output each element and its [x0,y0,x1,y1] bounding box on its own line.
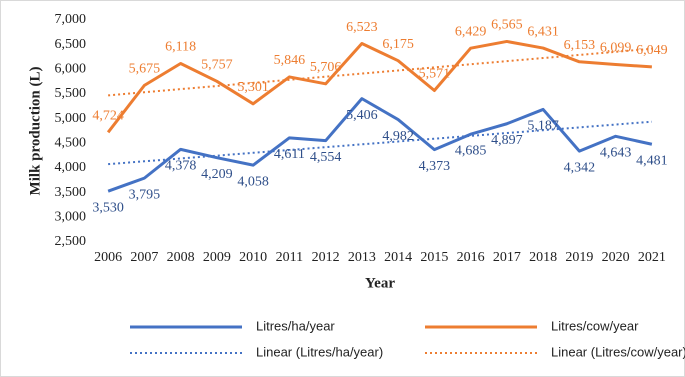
y-tick-label: 5,000 [55,111,87,126]
y-tick-label: 2,500 [55,234,87,249]
series-line [107,97,653,193]
data-label: 5,301 [237,80,269,95]
x-tick-label: 2019 [565,250,593,265]
data-label: 3,530 [92,200,124,215]
y-tick-label: 6,500 [55,37,87,52]
data-label: 4,481 [636,153,668,168]
y-tick-label: 4,000 [55,160,87,175]
data-label: 3,795 [129,187,161,202]
data-label: 5,757 [201,58,233,73]
data-label: 4,378 [165,159,197,174]
x-tick-label: 2013 [348,250,376,265]
x-tick-label: 2008 [167,250,195,265]
data-label: 6,099 [600,41,632,56]
data-label: 5,406 [346,108,378,123]
data-label: 4,611 [274,147,305,162]
legend-label: Linear (Litres/ha/year) [256,344,383,359]
data-label: 6,153 [564,38,596,53]
x-tick-label: 2014 [384,250,412,265]
y-tick-label: 4,500 [55,136,87,151]
data-label: 5,187 [527,119,559,134]
y-tick-label: 6,000 [55,62,87,77]
data-label: 4,373 [419,159,451,174]
x-tick-label: 2021 [638,250,666,265]
data-label: 4,209 [201,167,233,182]
legend-label: Linear (Litres/cow/year) [551,344,685,359]
data-label: 6,429 [455,24,487,39]
data-label: 6,175 [382,37,414,52]
data-label: 4,554 [310,150,342,165]
y-tick-label: 7,000 [55,12,87,27]
data-label: 5,706 [310,60,342,75]
data-label: 6,049 [636,43,668,58]
x-tick-label: 2012 [312,250,340,265]
legend-label: Litres/ha/year [256,318,335,333]
data-label: 6,565 [491,18,523,33]
y-tick-label: 3,500 [55,185,87,200]
data-label: 4,982 [382,129,414,144]
x-tick-label: 2020 [602,250,630,265]
data-label: 4,643 [600,145,632,160]
y-axis-title: Milk production (L) [27,67,43,196]
data-label: 5,846 [274,53,306,68]
x-axis-title: Year [365,275,395,291]
x-tick-label: 2016 [457,250,485,265]
data-label: 4,342 [564,160,596,175]
data-label: 6,118 [165,40,196,55]
y-tick-label: 3,000 [55,210,87,225]
y-tick-label: 5,500 [55,86,87,101]
legend-label: Litres/cow/year [551,318,639,333]
data-label: 4,897 [491,133,523,148]
data-label: 6,431 [527,24,559,39]
data-label: 5,675 [129,62,161,77]
x-tick-label: 2018 [529,250,557,265]
x-tick-label: 2009 [203,250,231,265]
x-tick-label: 2011 [276,250,303,265]
data-label: 4,685 [455,143,487,158]
x-tick-label: 2010 [239,250,267,265]
data-label: 4,058 [237,174,269,189]
x-tick-label: 2006 [94,250,122,265]
x-tick-label: 2015 [420,250,448,265]
trend-line [108,47,652,97]
legend: Litres/ha/year Litres/cow/year Linear (Lit… [130,318,685,359]
data-label: 5,571 [419,67,451,82]
trend-line [108,120,652,166]
series-line [106,39,652,134]
data-label: 6,523 [346,20,378,35]
data-label: 4,724 [92,109,124,124]
x-tick-label: 2017 [493,250,521,265]
x-tick-label: 2007 [130,250,158,265]
